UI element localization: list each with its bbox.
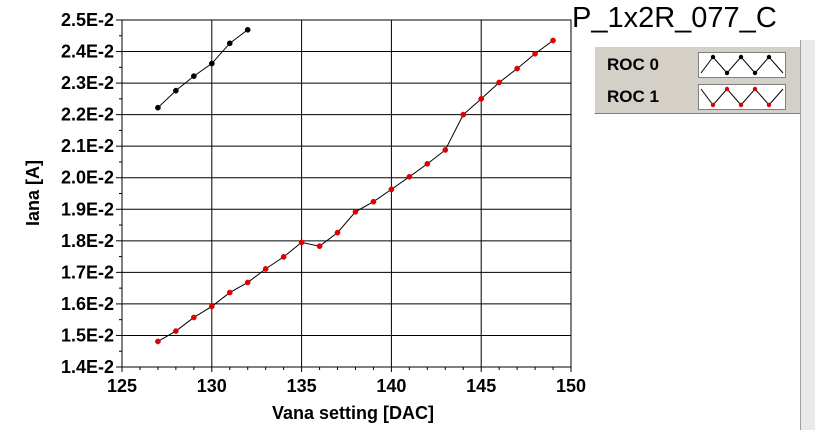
legend-label-roc1: ROC 1 xyxy=(607,87,659,106)
legend-swatch-line xyxy=(700,88,784,106)
data-point xyxy=(208,60,215,67)
y-tick-label: 1.4E-2 xyxy=(61,357,114,377)
y-tick-label: 2.4E-2 xyxy=(61,42,114,62)
series-layer xyxy=(155,26,556,345)
data-point xyxy=(496,79,503,86)
data-point xyxy=(352,208,359,215)
x-tick-label: 140 xyxy=(376,376,406,396)
legend-swatch-marker xyxy=(738,102,744,108)
data-point xyxy=(155,104,161,111)
data-point xyxy=(173,328,179,334)
legend-swatch-marker xyxy=(766,102,772,108)
legend-swatch-marker xyxy=(724,70,730,76)
data-point xyxy=(478,96,485,102)
y-tick-label: 1.9E-2 xyxy=(61,199,114,219)
data-point xyxy=(208,303,215,310)
data-point xyxy=(406,173,413,180)
legend-swatch-marker xyxy=(738,54,744,60)
data-point xyxy=(190,314,197,321)
data-point xyxy=(244,26,251,33)
legend: ROC 0 ROC 1 xyxy=(594,46,802,114)
legend-label-roc0: ROC 0 xyxy=(607,55,659,74)
y-axis-label: Iana [A] xyxy=(23,160,43,226)
legend-swatch-line xyxy=(700,56,784,74)
legend-swatch-marker xyxy=(752,86,758,92)
series-line-0 xyxy=(157,29,249,109)
x-tick-label: 130 xyxy=(197,376,227,396)
data-point xyxy=(298,239,305,246)
data-point xyxy=(514,65,520,72)
plot-area xyxy=(121,19,572,368)
data-point xyxy=(262,266,269,272)
legend-swatch-marker xyxy=(710,102,716,108)
data-point xyxy=(334,229,341,236)
data-point xyxy=(244,279,251,286)
data-point xyxy=(190,73,197,80)
data-point xyxy=(370,198,377,205)
data-point xyxy=(424,160,431,167)
x-tick-label: 145 xyxy=(466,376,496,396)
data-point xyxy=(550,37,556,44)
y-tick-label: 2.3E-2 xyxy=(61,73,114,93)
legend-swatch-marker xyxy=(724,86,730,92)
x-tick-label: 150 xyxy=(556,376,586,396)
y-tick-label: 2.2E-2 xyxy=(61,105,114,125)
y-tick-label: 2.1E-2 xyxy=(61,136,114,156)
y-tick-label: 1.8E-2 xyxy=(61,231,114,251)
x-tick-label: 135 xyxy=(287,376,317,396)
y-tick-label: 2.0E-2 xyxy=(61,168,114,188)
y-tick-label: 1.7E-2 xyxy=(61,262,114,282)
data-point xyxy=(388,186,395,193)
legend-swatch-graphic-roc0 xyxy=(700,54,784,76)
legend-swatch-roc1 xyxy=(698,84,786,110)
data-point xyxy=(155,338,161,345)
x-tick-label: 125 xyxy=(107,376,137,396)
legend-swatch-marker xyxy=(766,54,772,60)
y-tick-label: 1.6E-2 xyxy=(61,294,114,314)
chart-title: P_1x2R_077_C xyxy=(572,2,777,34)
grid-layer xyxy=(121,19,572,368)
data-point xyxy=(173,87,179,94)
y-tick-label: 2.5E-2 xyxy=(61,10,114,30)
data-point xyxy=(442,147,449,153)
x-axis-label: Vana setting [DAC] xyxy=(272,403,434,423)
y-tick-label: 1.5E-2 xyxy=(61,325,114,345)
data-point xyxy=(460,111,467,118)
axis-layer: 125 130 135 140 145 150 1.4E-2 1.5E-2 1.6E-2 1.7E… xyxy=(61,10,586,396)
legend-swatch-roc0 xyxy=(698,52,786,78)
legend-item-roc0[interactable]: ROC 0 xyxy=(595,50,801,80)
data-point xyxy=(532,50,538,57)
panel-edge xyxy=(800,40,815,430)
legend-item-roc1[interactable]: ROC 1 xyxy=(595,82,801,112)
legend-swatch-marker xyxy=(752,70,758,76)
data-point xyxy=(316,243,323,250)
legend-swatch-marker xyxy=(710,54,716,60)
legend-swatch-graphic-roc1 xyxy=(700,86,784,108)
data-point xyxy=(280,254,287,260)
data-point xyxy=(226,40,233,47)
data-point xyxy=(226,289,233,296)
